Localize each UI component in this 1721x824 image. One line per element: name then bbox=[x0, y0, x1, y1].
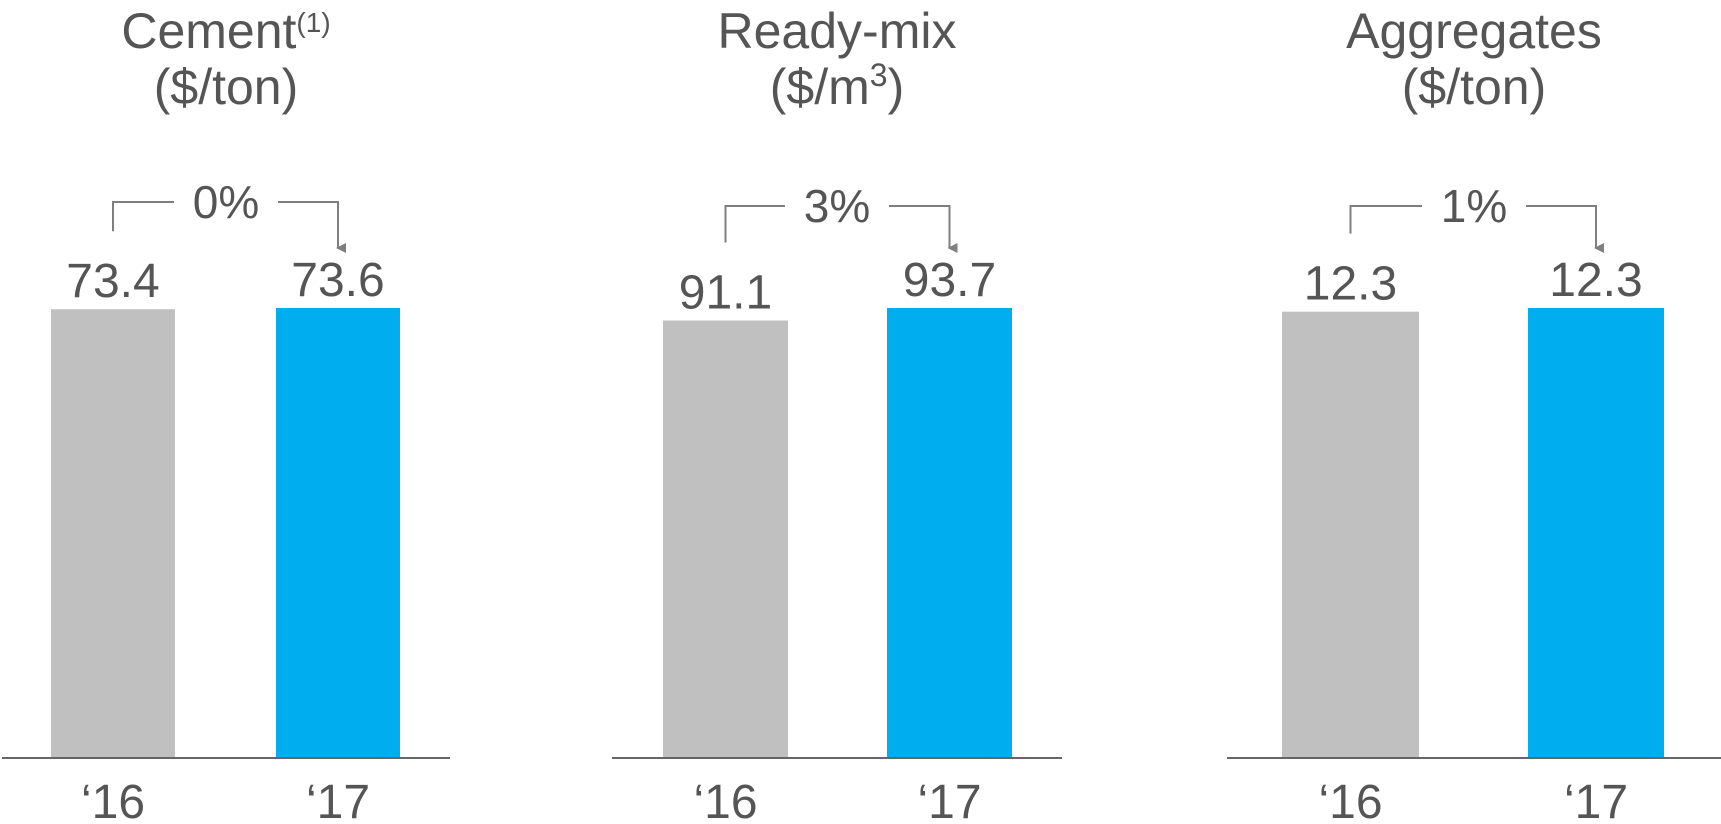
bar-current-year bbox=[887, 308, 1012, 758]
change-label: 0% bbox=[193, 176, 259, 228]
bar-prior-year bbox=[663, 320, 788, 758]
chart-title-text: Cement bbox=[121, 3, 296, 59]
category-label: ‘16 bbox=[1318, 776, 1382, 824]
change-connector-left bbox=[1349, 205, 1422, 234]
category-label: ‘16 bbox=[693, 776, 757, 824]
chart-title: Cement(1) bbox=[121, 3, 330, 59]
category-label: ‘17 bbox=[1564, 776, 1628, 824]
chart-unit-suffix: ) bbox=[888, 59, 905, 115]
chart-unit: ($/ton) bbox=[154, 59, 299, 115]
chart-title-text: Ready-mix bbox=[718, 3, 957, 59]
value-label: 73.4 bbox=[66, 255, 159, 308]
change-connector-arrow bbox=[1526, 205, 1604, 253]
chart-unit-text: ($/m bbox=[770, 59, 870, 115]
chart-title-text: Aggregates bbox=[1346, 3, 1602, 59]
chart-title: Ready-mix bbox=[718, 3, 957, 59]
change-connector-arrow bbox=[889, 205, 958, 253]
chart-unit-text: ($/ton) bbox=[154, 59, 299, 115]
chart-unit: ($/m3) bbox=[770, 57, 904, 115]
value-label: 12.3 bbox=[1549, 254, 1642, 307]
category-label: ‘17 bbox=[917, 776, 981, 824]
chart-unit: ($/ton) bbox=[1402, 59, 1547, 115]
change-label: 3% bbox=[804, 180, 870, 232]
category-label: ‘17 bbox=[306, 776, 370, 824]
change-connector-arrow bbox=[278, 201, 346, 253]
change-label: 1% bbox=[1441, 180, 1507, 232]
chart-unit-text: ($/ton) bbox=[1402, 59, 1547, 115]
chart-title: Aggregates bbox=[1346, 3, 1602, 59]
category-label: ‘16 bbox=[81, 776, 145, 824]
value-label: 93.7 bbox=[903, 254, 996, 307]
bar-prior-year bbox=[1282, 311, 1419, 758]
value-label: 12.3 bbox=[1304, 258, 1397, 311]
bar-current-year bbox=[276, 308, 400, 758]
bar-current-year bbox=[1528, 308, 1664, 758]
change-connector-left bbox=[112, 201, 174, 232]
value-label: 91.1 bbox=[679, 266, 772, 319]
change-connector-left bbox=[724, 205, 785, 243]
chart-unit-superscript: 3 bbox=[870, 57, 888, 93]
value-label: 73.6 bbox=[291, 254, 384, 307]
bar-prior-year bbox=[51, 309, 175, 758]
chart-title-footnote: (1) bbox=[296, 7, 330, 38]
